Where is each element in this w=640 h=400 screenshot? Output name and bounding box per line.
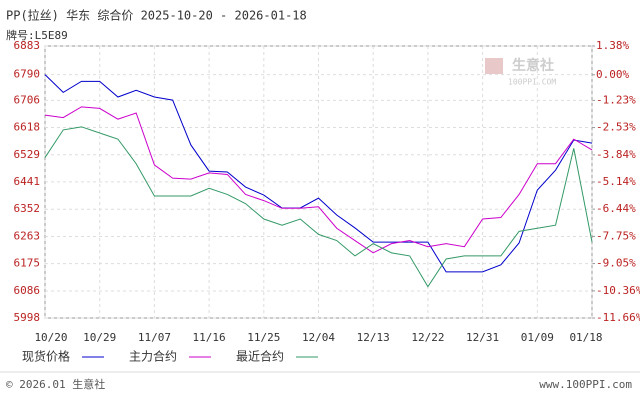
- legend-label: 现货价格: [22, 349, 70, 364]
- y2-tick-label: -10.36%: [596, 284, 640, 297]
- x-tick-label: 11/16: [193, 331, 226, 344]
- chart-subtitle: 牌号:L5E89: [6, 28, 68, 42]
- x-tick-label: 11/25: [247, 331, 280, 344]
- y-tick-label: 6883: [14, 39, 41, 52]
- legend-label: 主力合约: [129, 349, 177, 364]
- y-tick-label: 6441: [14, 175, 41, 188]
- y-tick-label: 6618: [14, 120, 41, 133]
- x-tick-label: 12/04: [302, 331, 335, 344]
- x-tick-label: 01/18: [569, 331, 602, 344]
- chart-title: PP(拉丝) 华东 综合价 2025-10-20 - 2026-01-18: [6, 8, 307, 23]
- series-line: [44, 74, 593, 273]
- footer-site: www.100PPI.com: [539, 378, 632, 391]
- y-tick-label: 6529: [14, 148, 41, 161]
- y-tick-label: 6263: [14, 230, 41, 243]
- x-tick-label: 10/29: [83, 331, 116, 344]
- x-tick-label: 10/20: [34, 331, 67, 344]
- y2-tick-label: -1.23%: [596, 93, 636, 106]
- y-tick-label: 6706: [14, 93, 41, 106]
- y2-tick-label: -6.44%: [596, 202, 636, 215]
- y2-tick-label: -3.84%: [596, 148, 636, 161]
- y2-tick-label: -9.05%: [596, 257, 636, 270]
- watermark-url: 100PPI.COM: [508, 78, 556, 87]
- watermark-icon: [485, 58, 503, 74]
- y2-tick-label: 0.00%: [596, 68, 629, 81]
- x-tick-label: 12/31: [466, 331, 499, 344]
- footer-copyright: © 2026.01 生意社: [6, 377, 105, 391]
- series-line: [44, 126, 593, 288]
- series-line: [44, 106, 593, 254]
- y2-tick-label: -7.75%: [596, 229, 636, 242]
- y2-tick-label: -5.14%: [596, 175, 636, 188]
- y2-tick-label: 1.38%: [596, 39, 629, 52]
- y-tick-label: 6086: [14, 284, 41, 297]
- x-tick-label: 12/22: [411, 331, 444, 344]
- y-tick-label: 6790: [14, 68, 41, 81]
- y2-tick-label: -11.66%: [596, 311, 640, 324]
- y-tick-label: 6352: [14, 202, 41, 215]
- x-tick-label: 12/13: [357, 331, 390, 344]
- x-tick-label: 01/09: [521, 331, 554, 344]
- y-tick-label: 6175: [14, 257, 41, 270]
- y-tick-label: 5998: [14, 311, 41, 324]
- x-tick-label: 11/07: [138, 331, 171, 344]
- legend-label: 最近合约: [236, 349, 284, 364]
- watermark-brand: 生意社: [512, 57, 554, 74]
- y2-tick-label: -2.53%: [596, 121, 636, 134]
